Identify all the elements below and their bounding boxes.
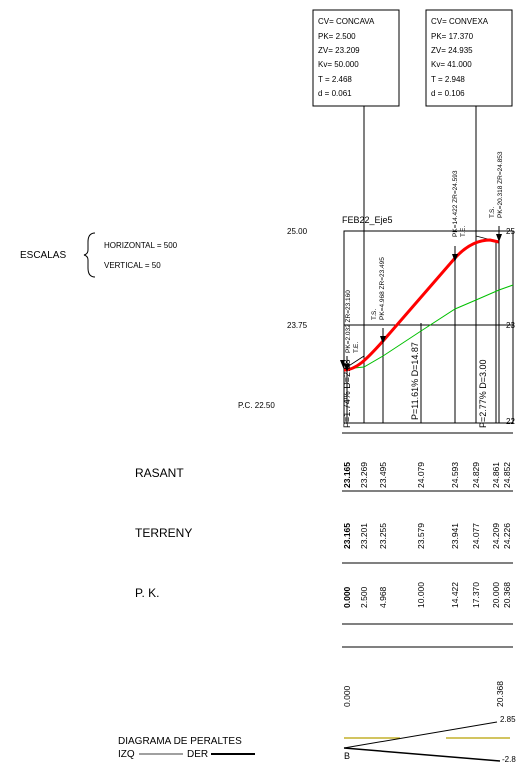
guitar-rasant: RASANT 23.165 23.269 23.495 24.079 24.59… bbox=[135, 432, 513, 488]
callout-concave-line: ZV= 23.209 bbox=[318, 46, 360, 55]
rasant-value: 23.269 bbox=[359, 462, 369, 488]
rasant-value: 24.829 bbox=[471, 462, 481, 488]
point-label: T.E. bbox=[353, 342, 360, 353]
scales-block: ESCALAS HORIZONTAL = 500 VERTICAL = 50 bbox=[20, 232, 178, 278]
extra-start-value: 0.000 bbox=[342, 685, 352, 707]
scales-brace bbox=[83, 232, 96, 278]
callout-concave-line: Kv= 50.000 bbox=[318, 60, 359, 69]
slope-label: P=11.61% D=14.87 bbox=[410, 342, 420, 420]
callout-concave: CV= CONCAVA PK= 2.500 ZV= 23.209 Kv= 50.… bbox=[312, 9, 400, 366]
point-label: PK=14.422 ZR=24.593 bbox=[452, 170, 459, 237]
datum-label: P.C. 22.50 bbox=[238, 401, 275, 410]
rasant-value: 23.165 bbox=[342, 462, 352, 488]
terreny-value: 24.077 bbox=[471, 523, 481, 549]
point-label: PK=20.318 ZR=24.853 bbox=[497, 151, 504, 218]
slope-label: P=2.77% D=3.00 bbox=[478, 359, 488, 428]
callout-convex-line: CV= CONVEXA bbox=[431, 17, 489, 26]
terreny-value: 23.255 bbox=[378, 523, 388, 549]
superelevation-top: 2.85 bbox=[500, 715, 516, 724]
rasant-label: RASANT bbox=[135, 466, 184, 480]
point-label: PK=2.032 ZR=23.160 bbox=[345, 290, 352, 353]
start-marker: B bbox=[344, 751, 350, 761]
superelevation-title: DIAGRAMA DE PERALTES bbox=[118, 736, 242, 747]
pk-value: 14.422 bbox=[450, 582, 460, 608]
point-label: T.E. bbox=[460, 226, 467, 237]
callout-concave-line: CV= CONCAVA bbox=[318, 17, 375, 26]
superelevation-der bbox=[343, 747, 501, 762]
pk-value: 20.000 bbox=[491, 582, 501, 608]
pk-value: 0.000 bbox=[342, 586, 352, 608]
alignment-name: FEB22_Eje5 bbox=[342, 215, 393, 225]
right-elev-bot: 22 bbox=[506, 417, 515, 426]
legend-der: DER bbox=[187, 749, 208, 760]
callout-convex-line: T = 2.948 bbox=[431, 75, 465, 84]
superelevation-diagram: DIAGRAMA DE PERALTES IZQ DER B 2.85 -2.8 bbox=[118, 715, 516, 764]
scale-horizontal: HORIZONTAL = 500 bbox=[104, 241, 178, 250]
pk-value: 10.000 bbox=[416, 582, 426, 608]
scale-vertical: VERTICAL = 50 bbox=[104, 261, 161, 270]
terreny-value: 23.579 bbox=[416, 523, 426, 549]
right-elev-top: 25 bbox=[506, 227, 515, 236]
callout-convex-line: ZV= 24.935 bbox=[431, 46, 473, 55]
guitar-pk: P. K. 0.000 2.500 4.968 10.000 14.422 17… bbox=[135, 562, 513, 608]
rasant-value: 24.079 bbox=[416, 462, 426, 488]
callout-convex-line: d = 0.106 bbox=[431, 89, 465, 98]
point-label: T.S. bbox=[371, 309, 378, 320]
legend-izq: IZQ bbox=[118, 749, 135, 760]
elev-top-label: 25.00 bbox=[287, 227, 308, 236]
callout-convex-line: Kv= 41.000 bbox=[431, 60, 472, 69]
superelevation-bottom: -2.8 bbox=[502, 755, 516, 764]
profile-frame: FEB22_Eje5 25.00 23.75 P.C. 22.50 25 23 … bbox=[238, 151, 515, 428]
right-elev-mid: 23 bbox=[506, 321, 515, 330]
pk-value: 17.370 bbox=[471, 582, 481, 608]
terreny-value: 24.209 bbox=[491, 523, 501, 549]
terreny-value: 23.165 bbox=[342, 523, 352, 549]
guitar-terreny: TERRENY 23.165 23.201 23.255 23.579 23.9… bbox=[135, 490, 513, 549]
rasant-value: 24.593 bbox=[450, 462, 460, 488]
guitar-extra: 0.000 20.368 bbox=[342, 623, 513, 707]
slope-label: P=1.74% D=2.58 bbox=[342, 359, 352, 428]
callout-convex: CV= CONVEXA PK= 17.370 ZV= 24.935 Kv= 41… bbox=[425, 9, 513, 244]
callout-concave-line: d = 0.061 bbox=[318, 89, 352, 98]
terrain-line bbox=[343, 284, 514, 370]
point-label: PK=4.968 ZR=23.495 bbox=[379, 257, 386, 320]
extra-end-value: 20.368 bbox=[495, 681, 505, 707]
elev-mid-label: 23.75 bbox=[287, 321, 308, 330]
terreny-label: TERRENY bbox=[135, 526, 192, 540]
superelevation-izq bbox=[343, 721, 498, 749]
start-arrow bbox=[340, 360, 344, 370]
pk-label: P. K. bbox=[135, 586, 159, 600]
pk-value: 2.500 bbox=[359, 586, 369, 608]
terreny-value: 23.941 bbox=[450, 523, 460, 549]
terreny-value: 23.201 bbox=[359, 523, 369, 549]
rasant-value: 24.861 bbox=[491, 462, 501, 488]
callout-concave-line: T = 2.468 bbox=[318, 75, 352, 84]
rasant-value: 24.852 bbox=[502, 462, 512, 488]
scales-label: ESCALAS bbox=[20, 250, 66, 261]
pk-value: 20.368 bbox=[502, 582, 512, 608]
callout-concave-line: PK= 2.500 bbox=[318, 32, 356, 41]
terreny-value: 24.226 bbox=[502, 523, 512, 549]
callout-convex-line: PK= 17.370 bbox=[431, 32, 474, 41]
pk-value: 4.968 bbox=[378, 586, 388, 608]
rasant-value: 23.495 bbox=[378, 462, 388, 488]
point-label: T.S. bbox=[489, 207, 496, 218]
